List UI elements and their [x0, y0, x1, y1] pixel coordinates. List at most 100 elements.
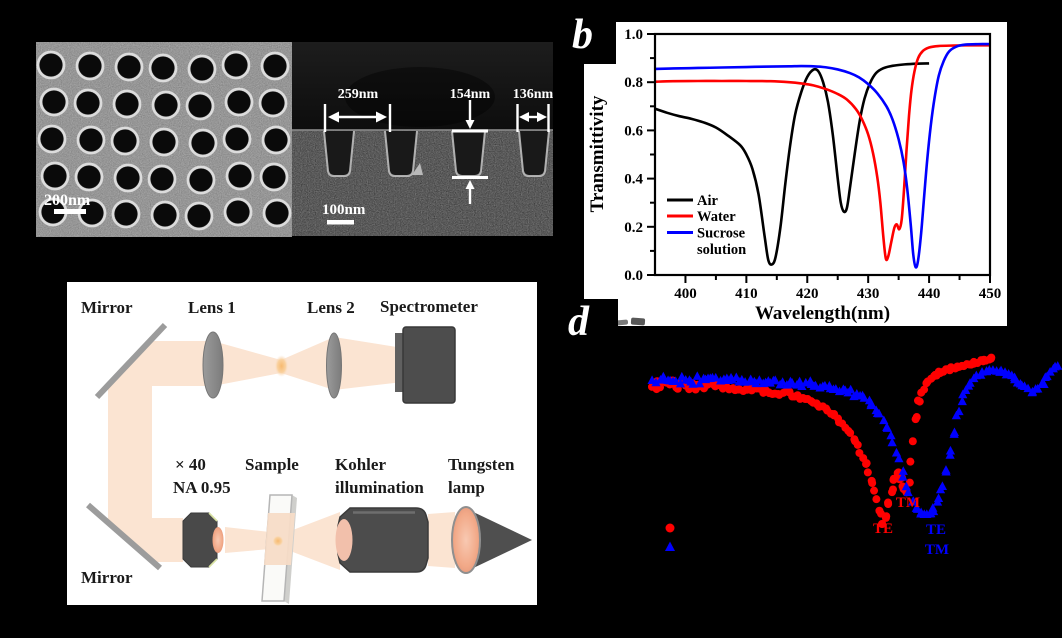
scale-label-200nm: 200nm — [44, 192, 91, 209]
nanohole — [42, 90, 66, 114]
nanohole — [228, 164, 252, 188]
transmittivity-chart: 400 410 420 430 440 450 0.0 0.2 0.4 0.6 0.8 1.0 Wave… — [584, 22, 1007, 326]
x-tick-label: 440 — [918, 286, 941, 302]
data-point — [912, 413, 921, 422]
legend-label: Sucrose — [697, 226, 746, 242]
data-point — [949, 427, 960, 437]
x-axis-title: Wavelength(nm) — [755, 303, 890, 324]
data-point — [778, 377, 788, 386]
y-axis-title: Transmittivity — [587, 95, 608, 212]
data-point — [692, 371, 702, 380]
data-point — [908, 437, 917, 446]
nanohole-rim — [147, 164, 177, 194]
x-tick-label: 450 — [979, 286, 1002, 302]
data-point — [886, 430, 896, 440]
legend-label: Air — [697, 193, 719, 209]
kohler-body — [337, 507, 429, 573]
scale-bar — [327, 220, 354, 225]
nanohole-rim — [222, 124, 252, 154]
nanohole-rim — [260, 51, 290, 81]
kohler-lens — [335, 519, 353, 561]
trench — [324, 131, 354, 176]
nanohole — [187, 204, 211, 228]
trench — [519, 131, 549, 176]
lamp-bulb — [451, 506, 481, 574]
width-label: 136nm — [513, 87, 553, 102]
trench-rim — [384, 130, 418, 177]
nanohole — [113, 129, 137, 153]
data-point — [941, 465, 951, 474]
debris-artifact — [412, 163, 423, 175]
y-tick-label: 0.6 — [624, 123, 643, 139]
trench-rim — [518, 130, 550, 177]
nanohole — [114, 202, 138, 226]
nanohole — [264, 128, 288, 152]
nanohole — [190, 57, 214, 81]
data-point — [787, 377, 797, 387]
x-tick-label: 420 — [796, 286, 819, 302]
objective-body — [182, 512, 218, 568]
label-lamp: lamp — [448, 478, 485, 497]
data-point — [846, 384, 856, 394]
nanohole — [117, 55, 141, 79]
curve-sucrose-solution — [655, 42, 990, 269]
data-point — [671, 376, 681, 386]
panel-label-b: b — [566, 12, 616, 64]
nanohole — [43, 164, 67, 188]
data-point — [853, 440, 862, 449]
x-tick-label: 400 — [674, 286, 697, 302]
nanohole-rim — [184, 201, 214, 231]
nanohole-rim — [258, 88, 288, 118]
nanohole-rim — [73, 88, 103, 118]
mode-label-tm: TM — [925, 542, 949, 558]
data-point — [901, 481, 911, 491]
mirror-top — [94, 322, 168, 400]
sample-focus-glow — [272, 535, 284, 547]
panel-label-d: d — [562, 299, 618, 349]
data-point — [868, 479, 877, 488]
nanohole — [188, 94, 212, 118]
label-lens1: Lens 1 — [188, 298, 236, 317]
data-point — [954, 406, 964, 416]
data-point — [887, 437, 897, 447]
lens-2 — [326, 332, 342, 399]
scale-bar — [54, 209, 86, 214]
nanohole — [224, 53, 248, 77]
nanohole — [115, 92, 139, 116]
nanohole — [79, 128, 103, 152]
label-sample: Sample — [245, 455, 299, 474]
dimension-annotations: 259nm 136nm 154nm — [323, 87, 553, 204]
trench-rim — [323, 130, 355, 177]
legend-marker-triangle — [665, 541, 675, 551]
nanohole-rim — [188, 128, 218, 158]
data-point — [937, 481, 948, 490]
nanohole-rim — [75, 51, 105, 81]
lamp-cone — [467, 509, 532, 571]
curve-water — [655, 44, 990, 262]
data-point — [863, 468, 872, 477]
data-point — [859, 393, 869, 402]
label-mirror-bottom: Mirror — [81, 568, 133, 587]
nanohole — [41, 200, 65, 224]
data-point — [874, 408, 884, 418]
light-beam — [103, 337, 455, 570]
mode-label-te: TE — [926, 522, 946, 538]
data-point — [928, 503, 938, 512]
nanohole-rim — [224, 87, 254, 117]
nanohole — [265, 201, 289, 225]
data-point — [1039, 379, 1049, 389]
y-tick-label: 0.2 — [624, 220, 643, 236]
axis-frame — [653, 32, 992, 277]
nanohole — [80, 201, 104, 225]
nanohole-rim — [261, 125, 291, 155]
data-point — [894, 453, 904, 463]
data-point — [882, 512, 891, 521]
y-tick-label: 1.0 — [624, 27, 643, 43]
nanohole-rim — [37, 124, 67, 154]
data-point — [961, 385, 971, 395]
spectrometer-body — [402, 326, 456, 404]
depth-label: 154nm — [450, 87, 491, 102]
y-tick-label: 0.8 — [624, 75, 643, 91]
